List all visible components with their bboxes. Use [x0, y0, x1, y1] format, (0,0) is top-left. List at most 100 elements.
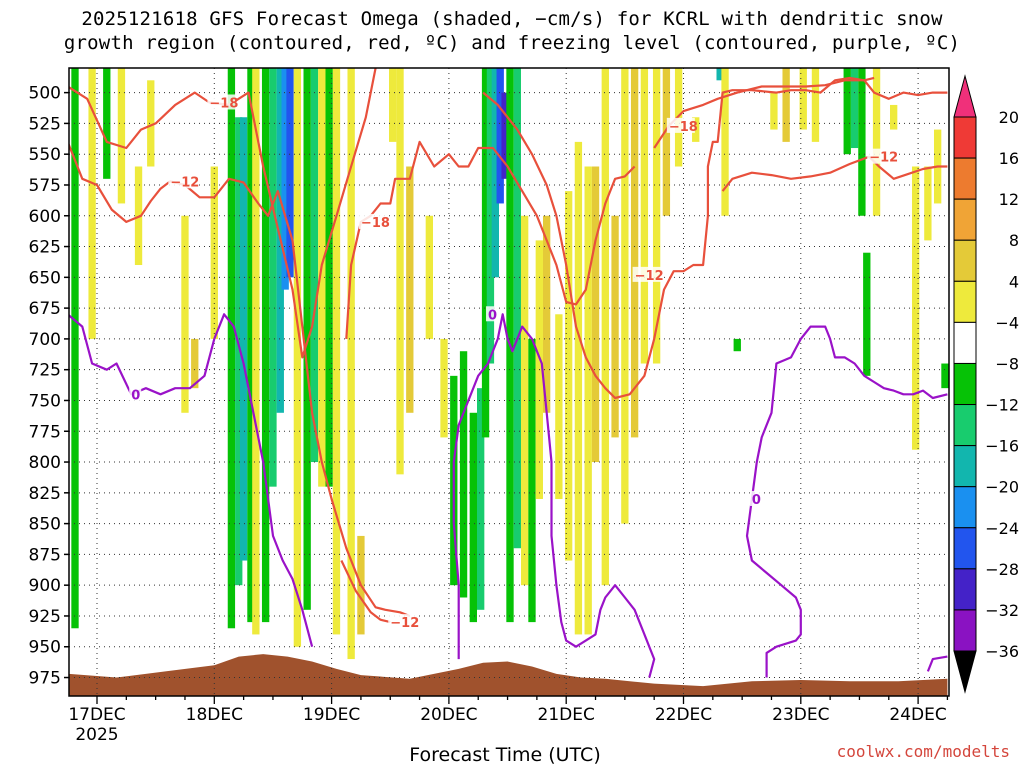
omega-shading-cell [621, 68, 629, 524]
contour-label-bg [388, 614, 417, 630]
omega-shading-cell [88, 68, 96, 339]
colorbar-swatch [953, 198, 977, 241]
omega-shading-cell [318, 68, 326, 487]
omega-shading-cell [261, 68, 270, 623]
omega-shading-cell [396, 68, 404, 475]
omega-shading-cell [227, 68, 236, 629]
omega-shading-cell [564, 191, 573, 561]
omega-shading-cell [286, 68, 294, 278]
grid-layer [69, 68, 949, 696]
contour-label-bg [486, 306, 498, 322]
contour-line [653, 76, 875, 149]
omega-shading-cell [191, 338, 199, 389]
colorbar-label: −12 [985, 396, 1019, 415]
omega-shading-cell [889, 104, 898, 130]
y-tick-label: 825 [29, 484, 61, 504]
contour-line [745, 325, 948, 678]
x-tick-label: 19DEC [303, 705, 360, 725]
chart-title-line-1: 2025121618 GFS Forecast Omega (shaded, −… [81, 8, 943, 30]
omega-shading-cell [235, 117, 243, 586]
colorbar-label: −4 [995, 313, 1019, 332]
colorbar-label: −28 [985, 560, 1019, 579]
colorbar-swatch [953, 239, 977, 282]
contour-label-bg [666, 117, 695, 133]
omega-shading-cell [496, 68, 504, 204]
contour-label: −12 [869, 151, 898, 166]
contour-label: 0 [131, 388, 140, 403]
omega-shading-cell [542, 215, 551, 413]
x-tick-label: 20DEC [420, 705, 477, 725]
colorbar-label: −8 [995, 354, 1019, 373]
omega-shading-cell [513, 68, 521, 549]
omega-shading-cell [293, 68, 302, 647]
omega-shading-cell [721, 68, 729, 216]
contour-line [926, 655, 948, 672]
omega-shading-cell [799, 68, 807, 130]
colorbar-swatch [953, 568, 977, 611]
omega-shading-cell [924, 166, 932, 241]
contour-line [69, 142, 411, 618]
omega-shading-cell [692, 117, 700, 142]
colorbar-label: 20 [999, 108, 1019, 127]
colorbar-swatch [953, 321, 977, 364]
omega-shading-cell [440, 338, 448, 438]
y-tick-label: 850 [29, 515, 61, 535]
omega-shading-cell [611, 215, 619, 438]
y-tick-label: 925 [29, 607, 61, 627]
y-tick-label: 525 [29, 114, 61, 134]
y-tick-label: 700 [29, 330, 61, 350]
colorbar-swatch [953, 486, 977, 529]
x-tick-label: 17DEC [68, 705, 125, 725]
y-tick-label: 650 [29, 268, 61, 288]
omega-shading-cell [652, 68, 661, 364]
omega-shading-cell [591, 166, 600, 463]
omega-shading-cell [252, 68, 260, 635]
contour-label-bg [168, 173, 197, 189]
omega-shading-cell [574, 141, 583, 635]
contour-label-bg [867, 148, 896, 164]
omega-shading-cell [332, 68, 341, 635]
colorbar-swatch [953, 527, 977, 570]
colorbar-label: −24 [985, 519, 1019, 538]
colorbar-label: −20 [985, 478, 1019, 497]
colorbar-top-arrow [953, 74, 977, 118]
colorbar: 20 16 12 8 4 −4 −8 −12 −16 −20 −24 −28 −32 −36 [953, 74, 1019, 694]
omega-shading-cell [528, 338, 536, 623]
y-tick-label: 975 [29, 669, 61, 689]
y-tick-label: 750 [29, 391, 61, 411]
y-axis: 500 525 550 575 600 625 650 675 700 725 750 775 800 8… [29, 84, 69, 689]
omega-shading-cell [469, 412, 478, 623]
contour-label: 0 [752, 493, 761, 508]
y-tick-label: 625 [29, 238, 61, 258]
colorbar-label: 12 [999, 190, 1019, 209]
colorbar-label: 8 [1009, 231, 1019, 250]
omega-shading-cell [941, 363, 949, 389]
y-tick-label: 725 [29, 361, 61, 381]
x-tick-label: 24DEC [889, 705, 946, 725]
colorbar-swatch [953, 157, 977, 200]
omega-shading-cell [71, 68, 79, 629]
colorbar-swatch [953, 445, 977, 488]
contour-line [452, 313, 656, 678]
y-tick-label: 900 [29, 576, 61, 596]
contour-label: −18 [209, 96, 238, 111]
contour-label: −12 [390, 616, 419, 631]
y-tick-label: 800 [29, 453, 61, 473]
contour-line [340, 560, 391, 624]
contour-layer: −18 −12 −18 −12 −18 −12 −12 0 0 0 [69, 68, 948, 678]
omega-shading-cell [811, 68, 820, 142]
omega-shading-cell [117, 68, 126, 204]
omega-shading-cell [584, 166, 592, 635]
omega-shading-cell [239, 117, 248, 561]
omega-shading-cell [477, 388, 485, 610]
contour-line [345, 140, 636, 339]
omega-shading-cell [103, 68, 111, 179]
omega-shading-cell [850, 68, 859, 149]
omega-shading-cell [210, 166, 218, 339]
contour-label: 0 [488, 308, 497, 323]
contour-label-bg [207, 94, 236, 110]
x-tick-label: 22DEC [655, 705, 712, 725]
omega-shading-cell [181, 215, 189, 413]
y-tick-label: 875 [29, 545, 61, 565]
